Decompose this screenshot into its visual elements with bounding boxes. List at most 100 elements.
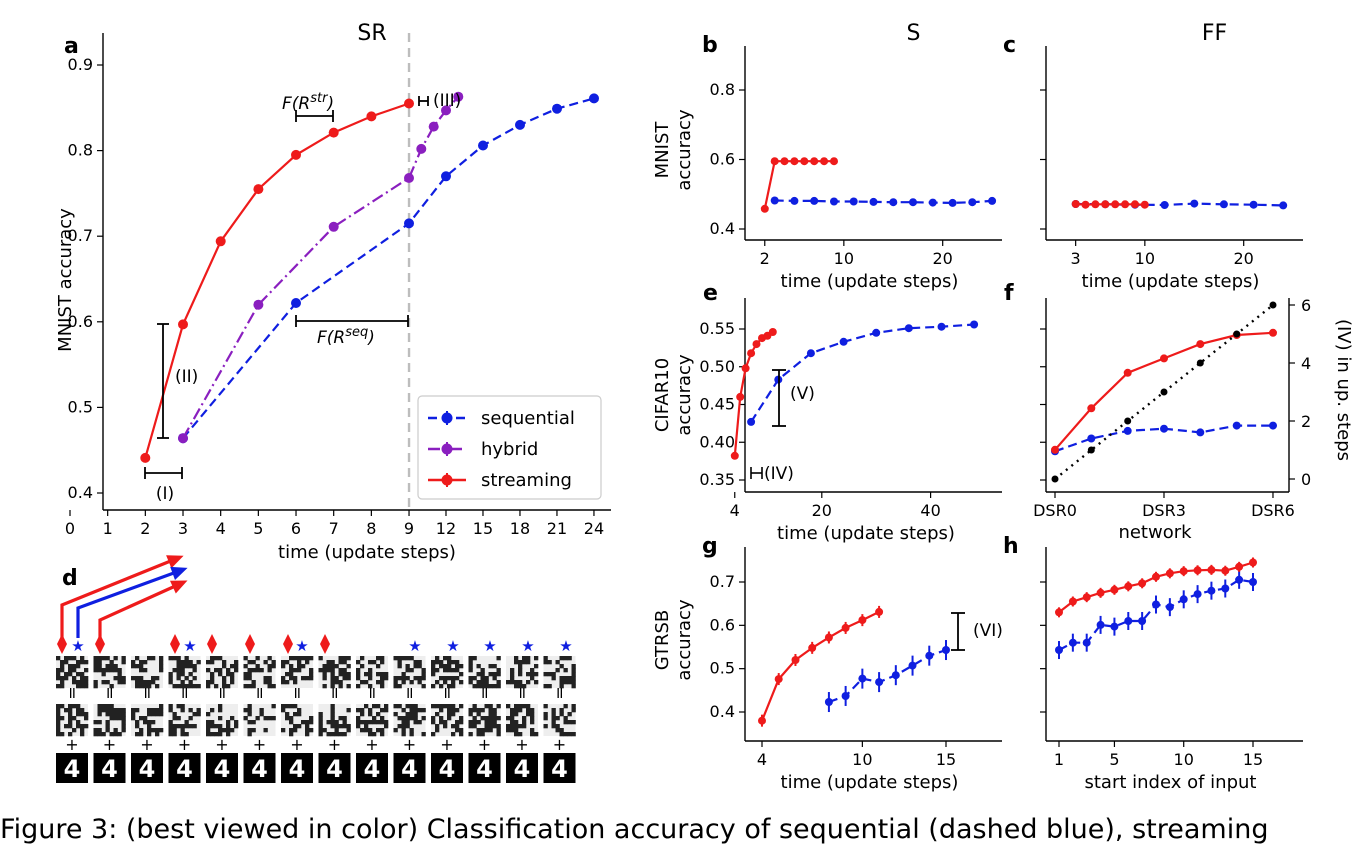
noise-pixel xyxy=(435,728,440,733)
digit-image xyxy=(431,753,463,783)
data-point-sequential xyxy=(1160,424,1168,433)
data-point-sequential xyxy=(441,171,451,182)
noise-pixel xyxy=(188,680,193,685)
noise-pixel xyxy=(230,680,235,685)
noise-pixel xyxy=(218,672,223,677)
y-tick-label: 0.6 xyxy=(710,150,735,169)
data-point-streaming xyxy=(1152,572,1160,581)
equals-sign: = xyxy=(551,686,570,699)
noise-pixel xyxy=(267,656,272,661)
noise-pixel xyxy=(121,660,126,665)
noise-pixel xyxy=(393,712,398,717)
noise-pixel xyxy=(251,684,256,689)
equals-sign: = xyxy=(288,686,307,699)
noise-pixel xyxy=(210,656,215,661)
noise-pixel xyxy=(514,660,519,665)
data-point-streaming xyxy=(1082,593,1091,602)
noise-pixel xyxy=(121,724,126,729)
data-point-streaming xyxy=(1087,404,1096,413)
noise-pixel xyxy=(293,668,298,673)
arrow-shaft xyxy=(76,568,183,638)
noise-pixel xyxy=(60,668,65,673)
data-point-streaming xyxy=(1131,200,1139,209)
noise-pixel xyxy=(168,704,173,709)
noise-pixel xyxy=(309,668,314,673)
noise-pixel xyxy=(443,720,448,725)
noise-pixel xyxy=(330,716,335,721)
data-point-streaming xyxy=(800,157,809,166)
noise-pixel xyxy=(368,668,373,673)
noise-pixel xyxy=(364,720,369,725)
noise-pixel xyxy=(431,660,436,665)
noise-pixel xyxy=(251,668,256,673)
noise-pixel xyxy=(342,716,347,721)
noise-pixel xyxy=(413,660,418,665)
noise-pixel xyxy=(534,664,539,669)
data-point-streaming xyxy=(824,633,833,642)
noise-pixel xyxy=(117,672,122,677)
noise-pixel xyxy=(135,724,140,729)
noise-pixel xyxy=(206,728,211,733)
digit-image xyxy=(318,753,351,783)
panel-label: b xyxy=(702,33,718,58)
noise-pixel xyxy=(534,680,539,685)
noise-pixel xyxy=(180,672,185,677)
noise-pixel xyxy=(496,724,501,729)
noise-pixel xyxy=(334,680,339,685)
annotation-fstr: F(Rstr) xyxy=(282,91,334,114)
noise-pixel xyxy=(117,716,122,721)
noise-pixel xyxy=(243,708,248,713)
noise-pixel xyxy=(455,724,460,729)
noise-pixel xyxy=(372,660,377,665)
noise-pixel xyxy=(84,680,89,685)
noise-pixel xyxy=(226,724,231,729)
data-point-sequential xyxy=(909,198,917,207)
digit-image xyxy=(56,753,88,783)
noise-pixel xyxy=(305,728,310,733)
noise-pixel xyxy=(342,720,347,725)
noise-pixel xyxy=(192,712,197,717)
noise-pixel xyxy=(72,716,77,721)
noise-pixel xyxy=(567,656,572,661)
equals-sign: = xyxy=(176,686,195,699)
noise-pixel xyxy=(56,720,61,725)
data-point-streaming xyxy=(810,157,819,166)
noise-pixel xyxy=(263,680,268,685)
data-point-streaming xyxy=(747,349,756,358)
noise-pixel xyxy=(514,680,519,685)
noise-pixel xyxy=(289,668,294,673)
data-point-streaming xyxy=(1096,588,1105,597)
noise-pixel xyxy=(484,724,489,729)
noise-pixel xyxy=(447,656,452,661)
digit-glyph: 4 xyxy=(139,755,156,783)
noise-pixel xyxy=(455,728,460,733)
noise-pixel xyxy=(80,684,85,689)
noise-pixel xyxy=(76,664,81,669)
noise-pixel xyxy=(492,684,497,689)
noise-pixel xyxy=(196,684,201,689)
noise-pixel xyxy=(480,684,485,689)
noise-pixel xyxy=(80,708,85,713)
noise-pixel xyxy=(180,660,185,665)
noise-pixel xyxy=(368,728,373,733)
noise-pixel xyxy=(405,712,410,717)
noise-pixel xyxy=(496,728,501,733)
noise-pixel xyxy=(384,708,389,713)
plus-sign: + xyxy=(478,735,491,754)
noise-pixel xyxy=(109,664,114,669)
noise-pixel xyxy=(309,728,314,733)
noise-pixel xyxy=(247,712,252,717)
fstr-sup: str xyxy=(310,91,329,106)
noise-pixel xyxy=(484,684,489,689)
noise-pixel xyxy=(72,664,77,669)
noise-pixel xyxy=(113,732,118,737)
noise-pixel xyxy=(326,664,331,669)
noise-pixel xyxy=(247,708,252,713)
noise-pixel xyxy=(192,668,197,673)
noise-pixel xyxy=(338,724,343,729)
noise-pixel xyxy=(368,720,373,725)
digit-image xyxy=(206,753,238,783)
noise-pixel xyxy=(101,708,106,713)
noise-pixel xyxy=(147,684,152,689)
noise-pixel xyxy=(368,672,373,677)
